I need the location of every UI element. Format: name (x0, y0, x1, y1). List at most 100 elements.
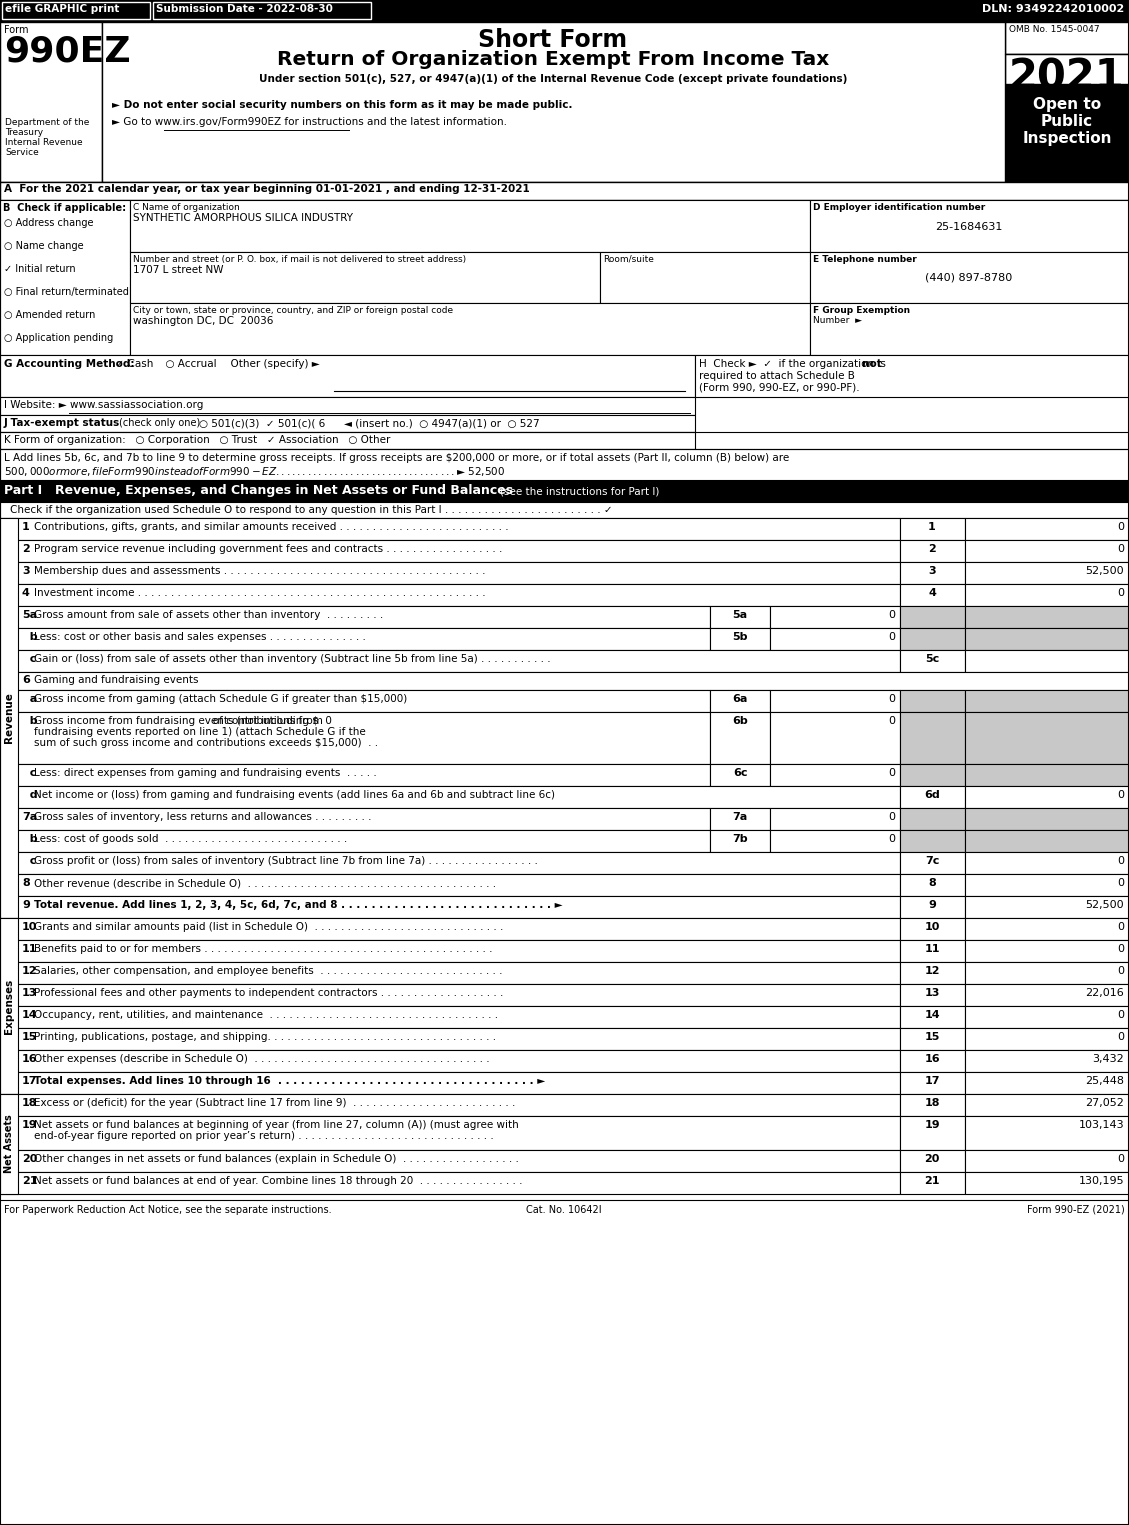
Bar (965, 1150, 1129, 1173)
Text: b: b (21, 631, 37, 642)
Bar (0, 448, 1129, 480)
Text: Check if the organization used Schedule O to respond to any question in this Par: Check if the organization used Schedule … (10, 505, 613, 515)
Text: (check only one): (check only one) (119, 418, 200, 429)
Text: 25-1684631: 25-1684631 (935, 223, 1003, 232)
Bar (0, 785, 900, 808)
Text: 0: 0 (889, 769, 895, 778)
Bar (900, 689, 965, 712)
Text: 7c: 7c (925, 856, 939, 866)
Text: 22,016: 22,016 (1085, 988, 1124, 997)
Text: Treasury: Treasury (5, 128, 43, 137)
Text: 0: 0 (889, 631, 895, 642)
Text: Number  ►: Number ► (813, 316, 863, 325)
Text: 6b: 6b (732, 717, 747, 726)
Bar (0, 874, 900, 897)
Bar (0, 563, 900, 584)
Bar (900, 1093, 965, 1116)
Bar (599, 252, 809, 303)
Text: 0: 0 (1117, 923, 1124, 932)
Bar (0, 1072, 900, 1093)
Bar (900, 1116, 965, 1150)
Text: 0: 0 (1117, 856, 1124, 866)
Bar (710, 628, 770, 650)
Text: 0: 0 (889, 694, 895, 705)
Text: 5a: 5a (733, 610, 747, 621)
Bar (900, 1051, 965, 1072)
Text: Gross income from fundraising events (not including $  0: Gross income from fundraising events (no… (34, 717, 332, 726)
Text: Internal Revenue: Internal Revenue (5, 137, 82, 146)
Bar (0, 628, 710, 650)
Text: 11: 11 (925, 944, 939, 955)
Bar (965, 1116, 1129, 1150)
Text: Net income or (loss) from gaming and fundraising events (add lines 6a and 6b and: Net income or (loss) from gaming and fun… (34, 790, 555, 801)
Text: 0: 0 (889, 811, 895, 822)
Bar (695, 355, 1129, 397)
Bar (900, 852, 965, 874)
Bar (965, 712, 1129, 764)
Text: Gross sales of inventory, less returns and allowances . . . . . . . . .: Gross sales of inventory, less returns a… (34, 811, 371, 822)
Text: ○ Application pending: ○ Application pending (5, 332, 113, 343)
Bar (0, 712, 710, 764)
Bar (0, 808, 710, 830)
Text: ► Do not enter social security numbers on this form as it may be made public.: ► Do not enter social security numbers o… (112, 101, 572, 110)
Text: Gross income from gaming (attach Schedule G if greater than $15,000): Gross income from gaming (attach Schedul… (34, 694, 408, 705)
Text: Grants and similar amounts paid (list in Schedule O)  . . . . . . . . . . . . . : Grants and similar amounts paid (list in… (34, 923, 504, 932)
Text: 7a: 7a (21, 811, 37, 822)
Text: 5a: 5a (21, 610, 37, 621)
Text: 13: 13 (21, 988, 37, 997)
Text: 10: 10 (21, 923, 37, 932)
Bar (770, 808, 900, 830)
Text: Total revenue. Add lines 1, 2, 3, 4, 5c, 6d, 7c, and 8 . . . . . . . . . . . . .: Total revenue. Add lines 1, 2, 3, 4, 5c,… (34, 900, 562, 910)
Text: required to attach Schedule B: required to attach Schedule B (699, 371, 855, 381)
Text: Salaries, other compensation, and employee benefits  . . . . . . . . . . . . . .: Salaries, other compensation, and employ… (34, 965, 502, 976)
Text: 0: 0 (889, 717, 895, 726)
Text: 21: 21 (21, 1176, 37, 1186)
Text: D Employer identification number: D Employer identification number (813, 203, 986, 212)
Text: ► Go to www.irs.gov/Form990EZ for instructions and the latest information.: ► Go to www.irs.gov/Form990EZ for instru… (112, 117, 507, 127)
Text: c: c (21, 856, 36, 866)
Text: 2021: 2021 (1009, 56, 1124, 99)
Text: 25,448: 25,448 (1085, 1077, 1124, 1086)
Text: ◄ (insert no.)  ○ 4947(a)(1) or  ○ 527: ◄ (insert no.) ○ 4947(a)(1) or ○ 527 (344, 418, 540, 429)
Bar (965, 897, 1129, 918)
Bar (900, 962, 965, 984)
Bar (900, 874, 965, 897)
Bar (0, 540, 900, 563)
Bar (0, 764, 710, 785)
Bar (809, 200, 1129, 252)
Text: Membership dues and assessments . . . . . . . . . . . . . . . . . . . . . . . . : Membership dues and assessments . . . . … (34, 566, 485, 576)
Text: Under section 501(c), 527, or 4947(a)(1) of the Internal Revenue Code (except pr: Under section 501(c), 527, or 4947(a)(1)… (259, 75, 847, 84)
Text: Less: direct expenses from gaming and fundraising events  . . . . .: Less: direct expenses from gaming and fu… (34, 769, 377, 778)
Bar (0, 830, 710, 852)
Bar (0, 0, 1129, 21)
Text: Net assets or fund balances at end of year. Combine lines 18 through 20  . . . .: Net assets or fund balances at end of ye… (34, 1176, 523, 1186)
Text: (see the instructions for Part I): (see the instructions for Part I) (500, 486, 659, 497)
Text: Expenses: Expenses (5, 979, 14, 1034)
Text: ○ 501(c)(3)  ✓ 501(c)( 6: ○ 501(c)(3) ✓ 501(c)( 6 (199, 418, 325, 429)
Text: City or town, state or province, country, and ZIP or foreign postal code: City or town, state or province, country… (133, 307, 453, 316)
Text: sum of such gross income and contributions exceeds $15,000)  . .: sum of such gross income and contributio… (34, 738, 378, 747)
Text: ○ Name change: ○ Name change (5, 241, 84, 252)
Bar (900, 830, 965, 852)
Text: washington DC, DC  20036: washington DC, DC 20036 (133, 316, 273, 326)
Bar (900, 918, 965, 939)
Bar (1005, 53, 1129, 84)
Text: 8: 8 (928, 878, 936, 888)
Text: 17: 17 (925, 1077, 939, 1086)
Bar (0, 21, 102, 181)
Text: a: a (21, 694, 37, 705)
Bar (0, 355, 695, 397)
Bar (0, 650, 900, 673)
Bar (770, 830, 900, 852)
Bar (900, 563, 965, 584)
Text: 0: 0 (1117, 965, 1124, 976)
Text: Printing, publications, postage, and shipping. . . . . . . . . . . . . . . . . .: Printing, publications, postage, and shi… (34, 1032, 496, 1042)
Text: Service: Service (5, 148, 38, 157)
Bar (900, 764, 965, 785)
Text: Net Assets: Net Assets (5, 1115, 14, 1173)
Text: 12: 12 (21, 965, 37, 976)
Bar (770, 605, 900, 628)
Text: Form: Form (5, 24, 28, 35)
Bar (965, 984, 1129, 1006)
Bar (0, 1173, 900, 1194)
